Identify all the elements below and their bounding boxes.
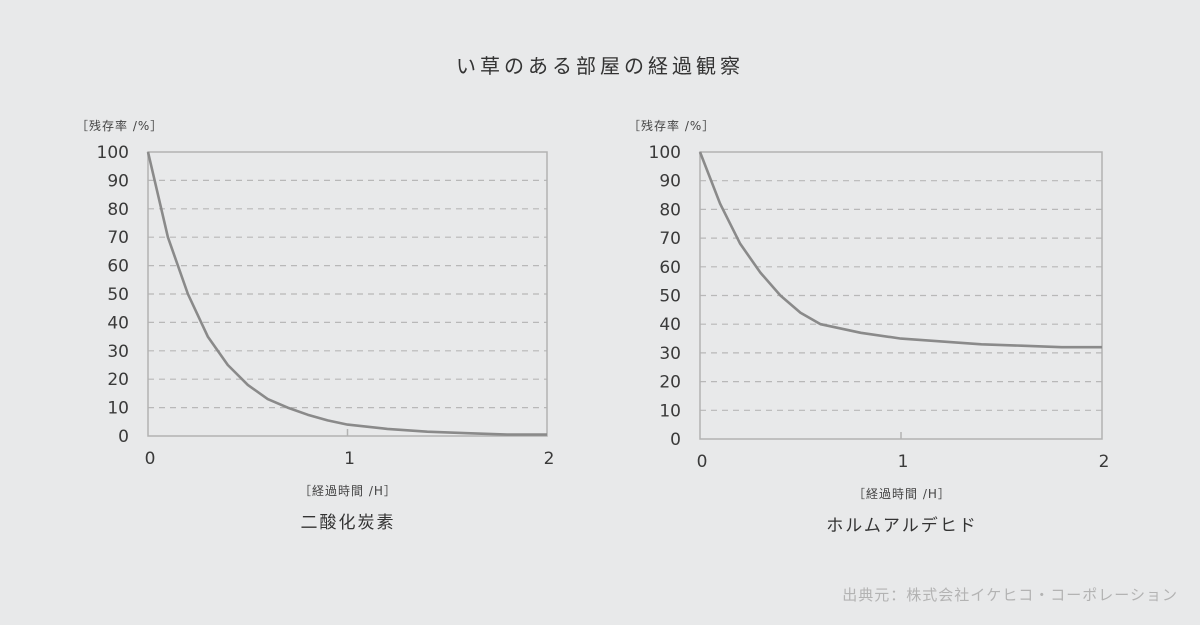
x-tick-label: 2 (1099, 452, 1110, 472)
y-tick-label: 20 (107, 370, 129, 390)
y-tick-label: 40 (107, 313, 129, 333)
data-line (146, 151, 547, 436)
x-tick-label: 0 (145, 449, 156, 469)
y-tick-label: 100 (97, 143, 129, 163)
y-tick-label: 30 (107, 342, 129, 362)
y-tick-label: 90 (659, 172, 681, 192)
y-tick-label: 0 (670, 430, 681, 450)
x-axis-label: ［経過時間 /H］ (299, 484, 397, 498)
co2-chart: ［残存率 /%］ 0 10 20 30 40 50 60 70 80 90 100 0 1 2 ［経過時間 /… (76, 118, 555, 533)
y-tick-label: 0 (118, 427, 129, 447)
y-tick-label: 100 (649, 143, 681, 163)
y-tick-label: 70 (659, 229, 681, 249)
x-tick-label: 2 (544, 449, 555, 469)
chart-title: ホルムアルデヒド (826, 515, 978, 536)
y-tick-label: 40 (659, 315, 681, 335)
y-tick-label: 20 (659, 373, 681, 393)
y-tick-label: 70 (107, 228, 129, 248)
y-tick-label: 60 (107, 257, 129, 277)
x-tick-label: 1 (344, 449, 355, 469)
y-tick-label: 60 (659, 258, 681, 278)
y-tick-label: 80 (659, 200, 681, 220)
x-axis-label: ［経過時間 /H］ (853, 487, 951, 501)
y-tick-label: 30 (659, 344, 681, 364)
y-axis-unit-label: ［残存率 /%］ (76, 118, 163, 133)
chart-title: 二酸化炭素 (301, 513, 396, 533)
y-tick-label: 50 (659, 287, 681, 307)
source-credit: 出典元：株式会社イケヒコ・コーポレーション (842, 586, 1178, 604)
y-tick-label: 50 (107, 285, 129, 305)
x-tick-label: 1 (898, 452, 909, 472)
y-tick-label: 90 (107, 171, 129, 191)
y-tick-label: 10 (107, 399, 129, 419)
y-tick-label: 80 (107, 200, 129, 220)
y-axis-unit-label: ［残存率 /%］ (628, 118, 715, 133)
y-tick-label: 10 (659, 401, 681, 421)
page-title: い草のある部屋の経過観察 (456, 54, 744, 78)
formaldehyde-chart: ［残存率 /%］ 0 10 20 30 40 50 60 70 80 90 100 0 1 2 ［経過時間 /… (628, 118, 1110, 536)
x-tick-label: 0 (697, 452, 708, 472)
data-line (698, 151, 1102, 349)
